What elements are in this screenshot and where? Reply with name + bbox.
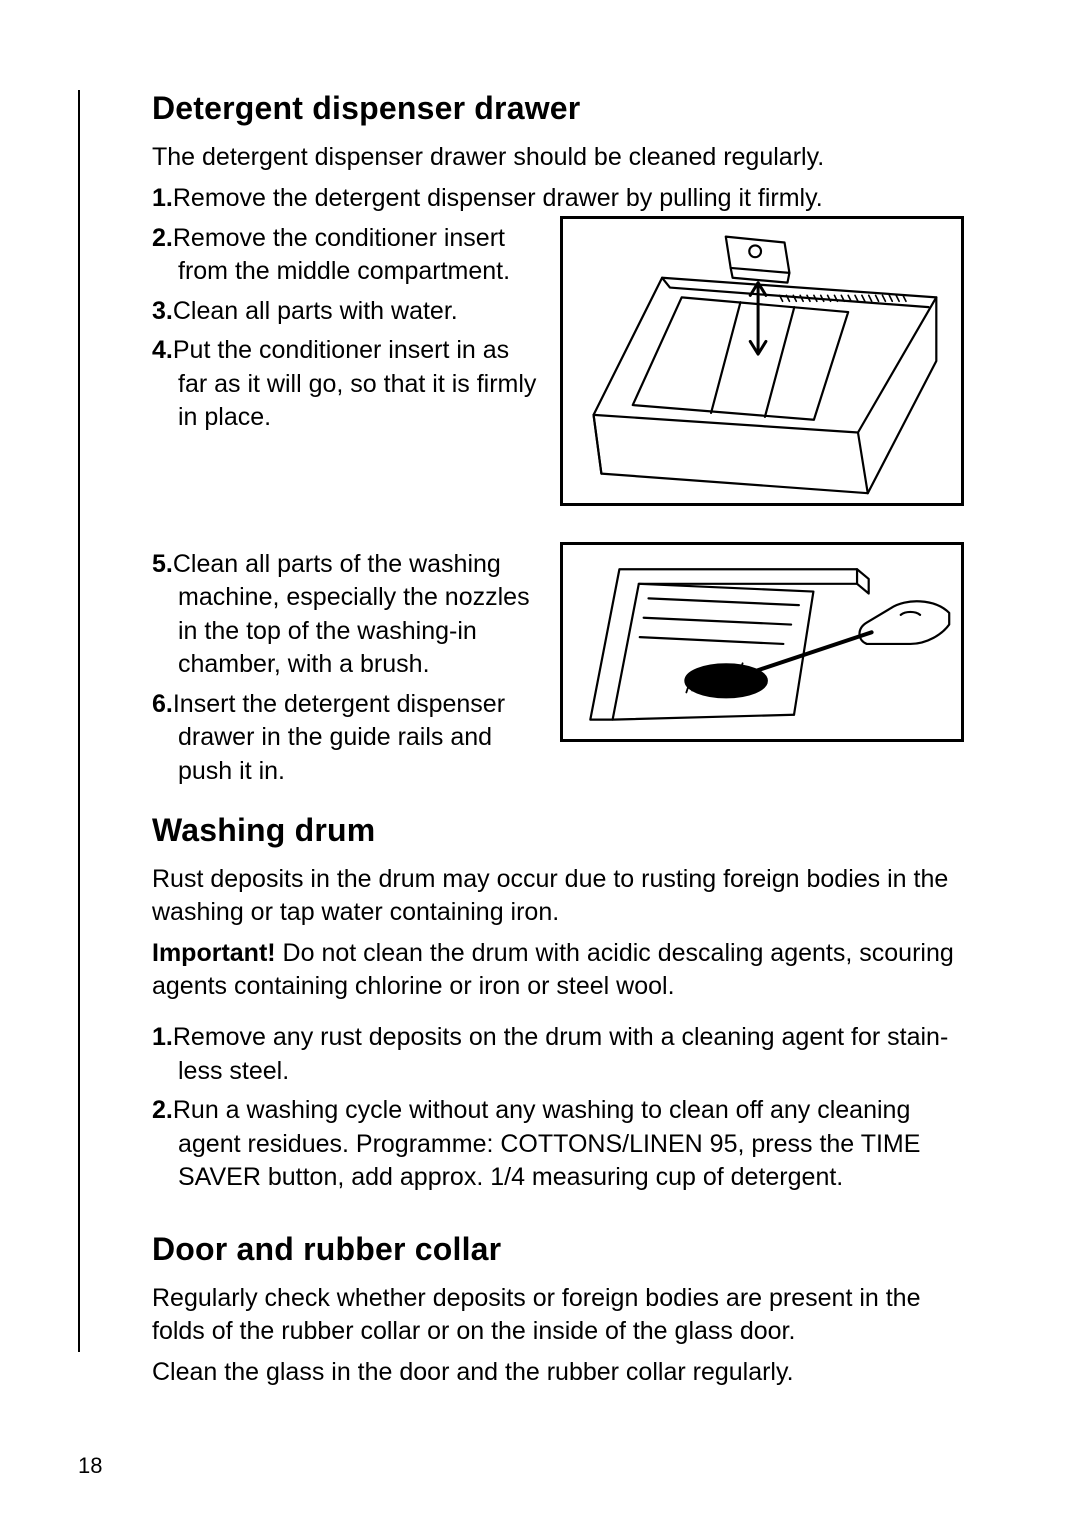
section-washing-drum: Washing drum Rust deposits in the drum m… bbox=[152, 812, 964, 1195]
section-detergent-drawer: Detergent dispenser drawer The detergent… bbox=[152, 90, 964, 794]
step-number: 1. bbox=[152, 184, 173, 212]
door-p2: Clean the glass in the door and the rubb… bbox=[152, 1356, 964, 1389]
step-text: Clean all parts with water. bbox=[173, 297, 458, 325]
step-number: 6. bbox=[152, 690, 173, 718]
step-1: 1.Remove the detergent dispenser drawer … bbox=[152, 182, 964, 216]
step-number: 2. bbox=[152, 224, 173, 252]
step-number: 4. bbox=[152, 336, 173, 364]
step-number: 5. bbox=[152, 550, 173, 578]
figure-brush-chamber bbox=[560, 542, 964, 742]
step-4: 4.Put the conditioner insert in as far a… bbox=[152, 334, 538, 435]
step-text: Remove any rust deposits on the drum wit… bbox=[173, 1023, 948, 1085]
intro-detergent: The detergent dispenser drawer should be… bbox=[152, 141, 964, 174]
step-text: Insert the detergent dispenser draw­er i… bbox=[173, 690, 505, 785]
step-text: Run a washing cycle without any washing … bbox=[173, 1096, 921, 1191]
step-number: 2. bbox=[152, 1096, 173, 1124]
door-p1: Regularly check whether deposits or fore… bbox=[152, 1282, 964, 1348]
step-3: 3.Clean all parts with water. bbox=[152, 295, 538, 329]
section-door-collar: Door and rubber collar Regularly check w… bbox=[152, 1231, 964, 1389]
step-text: Remove the detergent dispenser drawer by… bbox=[173, 184, 823, 212]
steps-2-4-with-figure1: 2.Remove the conditioner insert from the… bbox=[152, 222, 964, 506]
heading-door: Door and rubber collar bbox=[152, 1231, 964, 1268]
step-2: 2.Remove the conditioner insert from the… bbox=[152, 222, 538, 289]
figure-drawer-insert bbox=[560, 216, 964, 506]
intro-drum-1: Rust deposits in the drum may occur due … bbox=[152, 863, 964, 929]
step-text: Clean all parts of the washing ma­chine,… bbox=[173, 550, 530, 679]
steps-5-6-with-figure2: 5.Clean all parts of the washing ma­chin… bbox=[152, 548, 964, 795]
step-text: Put the conditioner insert in as far as … bbox=[173, 336, 537, 431]
heading-drum: Washing drum bbox=[152, 812, 964, 849]
important-label: Important! bbox=[152, 939, 276, 967]
step-text: Remove the conditioner insert from the m… bbox=[173, 224, 510, 286]
step-number: 3. bbox=[152, 297, 173, 325]
heading-detergent: Detergent dispenser drawer bbox=[152, 90, 964, 127]
step-number: 1. bbox=[152, 1023, 173, 1051]
brush-chamber-icon bbox=[563, 545, 961, 739]
step-6: 6.Insert the detergent dispenser draw­er… bbox=[152, 688, 538, 789]
page-number: 18 bbox=[78, 1453, 102, 1479]
page-content-frame: Detergent dispenser drawer The detergent… bbox=[78, 90, 964, 1352]
drum-step-1: 1.Remove any rust deposits on the drum w… bbox=[152, 1021, 964, 1088]
step-5: 5.Clean all parts of the washing ma­chin… bbox=[152, 548, 538, 682]
drawer-insert-icon bbox=[563, 219, 961, 503]
intro-drum-2: Important! Do not clean the drum with ac… bbox=[152, 937, 964, 1003]
drum-step-2: 2.Run a washing cycle without any washin… bbox=[152, 1094, 964, 1195]
